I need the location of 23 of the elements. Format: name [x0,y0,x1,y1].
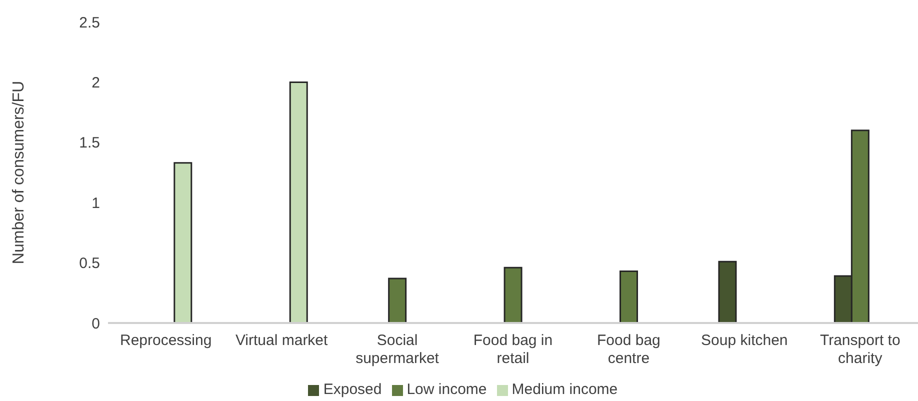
legend-label: Medium income [512,381,618,398]
bar [620,270,638,323]
y-tick-label: 1.5 [79,134,100,152]
legend-label: Low income [406,381,487,398]
y-axis-title: Number of consumers/FU [10,80,28,264]
y-tick-label: 2.5 [79,14,100,32]
legend-label: Exposed [323,381,382,398]
x-tick-label: Virtual market [235,332,329,349]
x-tick-label: Transport to charity [820,332,900,367]
x-tick-label: Food bag in retail [473,332,553,367]
bar [289,81,308,323]
x-tick-label: Soup kitchen [701,332,788,349]
bar [174,162,192,323]
x-tick-label: Food bag centre [597,332,660,367]
bar [718,260,737,323]
y-tick-label: 0 [92,315,100,332]
y-tick-label: 0.5 [79,255,100,272]
bar [504,266,522,323]
y-tick-label: 1 [92,194,100,212]
bar [388,278,407,323]
y-tick-label: 2 [92,74,100,92]
x-tick-label: Reprocessing [120,332,212,349]
x-tick-label: Social supermarket [356,332,440,367]
